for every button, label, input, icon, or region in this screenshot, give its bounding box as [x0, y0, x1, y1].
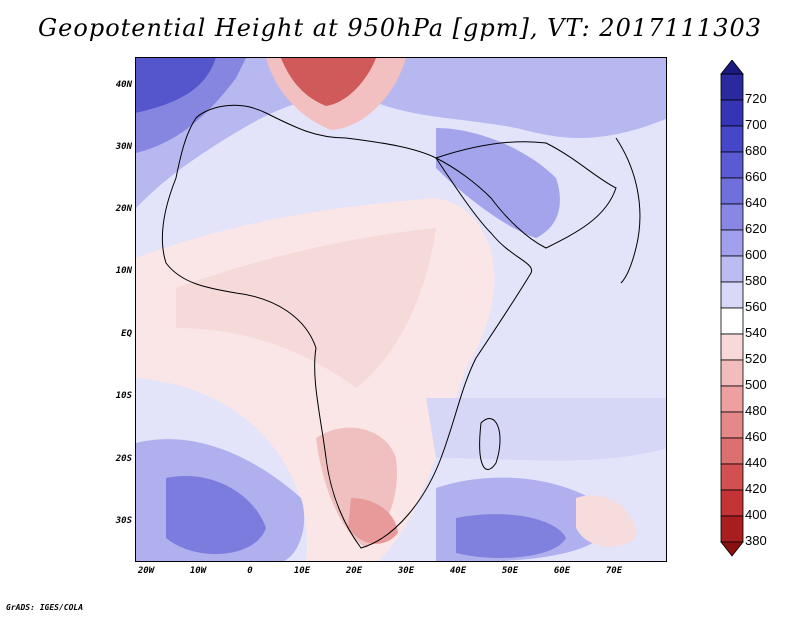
colorbar-label-680: 680 [745, 143, 767, 158]
lat-label-10n: 10N [115, 266, 132, 276]
lon-label-20w: 20W [137, 566, 155, 576]
lat-label-20n: 20N [115, 204, 132, 214]
atlantic-high-north [136, 58, 216, 113]
grads-credit: GrADS: IGES/COLA [6, 603, 84, 612]
lon-label-30e: 30E [397, 566, 415, 576]
colorbar-label-500: 500 [745, 377, 767, 392]
colorbar-swatch-700 [720, 99, 744, 127]
colorbar-swatch-500 [720, 359, 744, 387]
lon-label-10e: 10E [293, 566, 311, 576]
madagascar-coastline [479, 418, 501, 470]
mediterranean-low [281, 58, 376, 106]
lat-label-30s: 30S [115, 516, 132, 526]
colorbar-label-520: 520 [745, 351, 767, 366]
south-indian-low [576, 495, 636, 547]
lon-label-70e: 70E [605, 566, 623, 576]
colorbar-label-560: 560 [745, 299, 767, 314]
lon-label-40e: 40E [449, 566, 467, 576]
lon-label-60e: 60E [553, 566, 571, 576]
india-coastline [615, 137, 641, 284]
indian-ocean-core [456, 514, 566, 558]
colorbar-label-460: 460 [745, 429, 767, 444]
lon-label-50e: 50E [501, 566, 519, 576]
colorbar-swatch-460 [720, 411, 744, 439]
colorbar-label-580: 580 [745, 273, 767, 288]
northern-high-field [136, 58, 666, 208]
colorbar-swatch-420 [720, 463, 744, 491]
south-atlantic-core [166, 476, 266, 555]
colorbar-swatch-480 [720, 385, 744, 413]
colorbar-label-700: 700 [745, 117, 767, 132]
lat-label-eq: EQ [121, 329, 132, 339]
colorbar-label-440: 440 [745, 455, 767, 470]
colorbar-swatch-620 [720, 203, 744, 231]
colorbar-label-640: 640 [745, 195, 767, 210]
colorbar-swatch-400 [720, 489, 744, 517]
lat-label-10s: 10S [115, 391, 132, 401]
map-svg [136, 58, 666, 561]
map-panel [135, 57, 667, 562]
colorbar-swatch-520 [720, 333, 744, 361]
colorbar-label-540: 540 [745, 325, 767, 340]
colorbar-swatch-580 [720, 255, 744, 283]
chart-title: Geopotential Height at 950hPa [gpm], VT:… [38, 14, 762, 42]
lon-label-10w: 10W [189, 566, 207, 576]
colorbar-label-600: 600 [745, 247, 767, 262]
colorbar-label-620: 620 [745, 221, 767, 236]
colorbar-label-660: 660 [745, 169, 767, 184]
indian-ocean-ring [426, 398, 666, 461]
colorbar-swatch-660 [720, 151, 744, 179]
atlantic-high-ring [136, 58, 246, 153]
colorbar [720, 60, 744, 557]
colorbar-min-arrow [720, 541, 744, 557]
colorbar-label-380: 380 [745, 533, 767, 548]
colorbar-swatch-680 [720, 125, 744, 153]
west-africa-low [176, 228, 436, 388]
colorbar-swatch-560 [720, 281, 744, 309]
lon-label-0: 0 [247, 566, 253, 576]
africa-coastline [161, 104, 533, 549]
colorbar-label-720: 720 [745, 91, 767, 106]
colorbar-swatch-720 [720, 73, 744, 101]
colorbar-swatch-540 [720, 307, 744, 335]
colorbar-label-400: 400 [745, 507, 767, 522]
colorbar-swatch-380 [720, 515, 744, 543]
arabia-coastline [434, 141, 617, 249]
arabian-high [436, 128, 560, 238]
lon-label-20e: 20E [345, 566, 363, 576]
colorbar-swatch-440 [720, 437, 744, 465]
colorbar-max-arrow [720, 60, 744, 75]
lat-label-40n: 40N [115, 80, 132, 90]
lat-label-20s: 20S [115, 454, 132, 464]
lat-label-30n: 30N [115, 142, 132, 152]
colorbar-swatch-600 [720, 229, 744, 257]
colorbar-swatch-640 [720, 177, 744, 205]
colorbar-label-480: 480 [745, 403, 767, 418]
cape-low [348, 498, 398, 544]
colorbar-label-420: 420 [745, 481, 767, 496]
